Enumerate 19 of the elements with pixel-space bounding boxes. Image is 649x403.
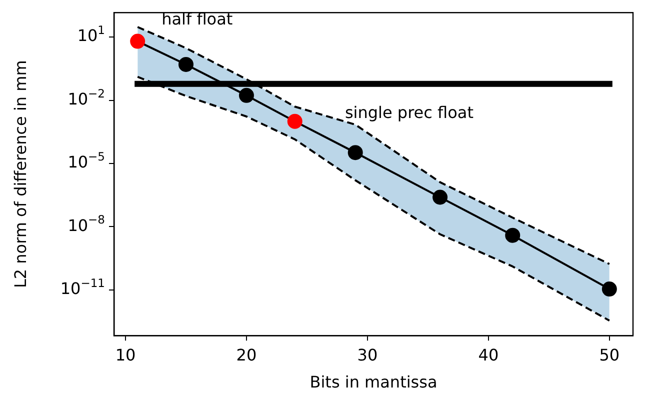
- point: [348, 145, 363, 160]
- x-tick-label: 20: [236, 345, 257, 364]
- line-series: [136, 26, 610, 265]
- point: [602, 282, 617, 297]
- point: [178, 56, 194, 72]
- y-axis-title: L2 norm of difference in mm: [10, 60, 30, 288]
- annotation: half float: [162, 9, 233, 28]
- point: [130, 34, 146, 49]
- point: [432, 190, 448, 205]
- x-tick-label: 40: [478, 345, 499, 364]
- point: [505, 228, 520, 243]
- x-tick-label: 10: [115, 345, 136, 364]
- annotation: single prec float: [344, 102, 474, 122]
- line-series: [136, 76, 610, 322]
- x-axis-title: Bits in mantissa: [310, 372, 438, 392]
- x-tick-label: 50: [599, 345, 620, 364]
- point: [238, 88, 254, 103]
- x-tick-label: 30: [357, 345, 378, 364]
- point: [287, 114, 302, 129]
